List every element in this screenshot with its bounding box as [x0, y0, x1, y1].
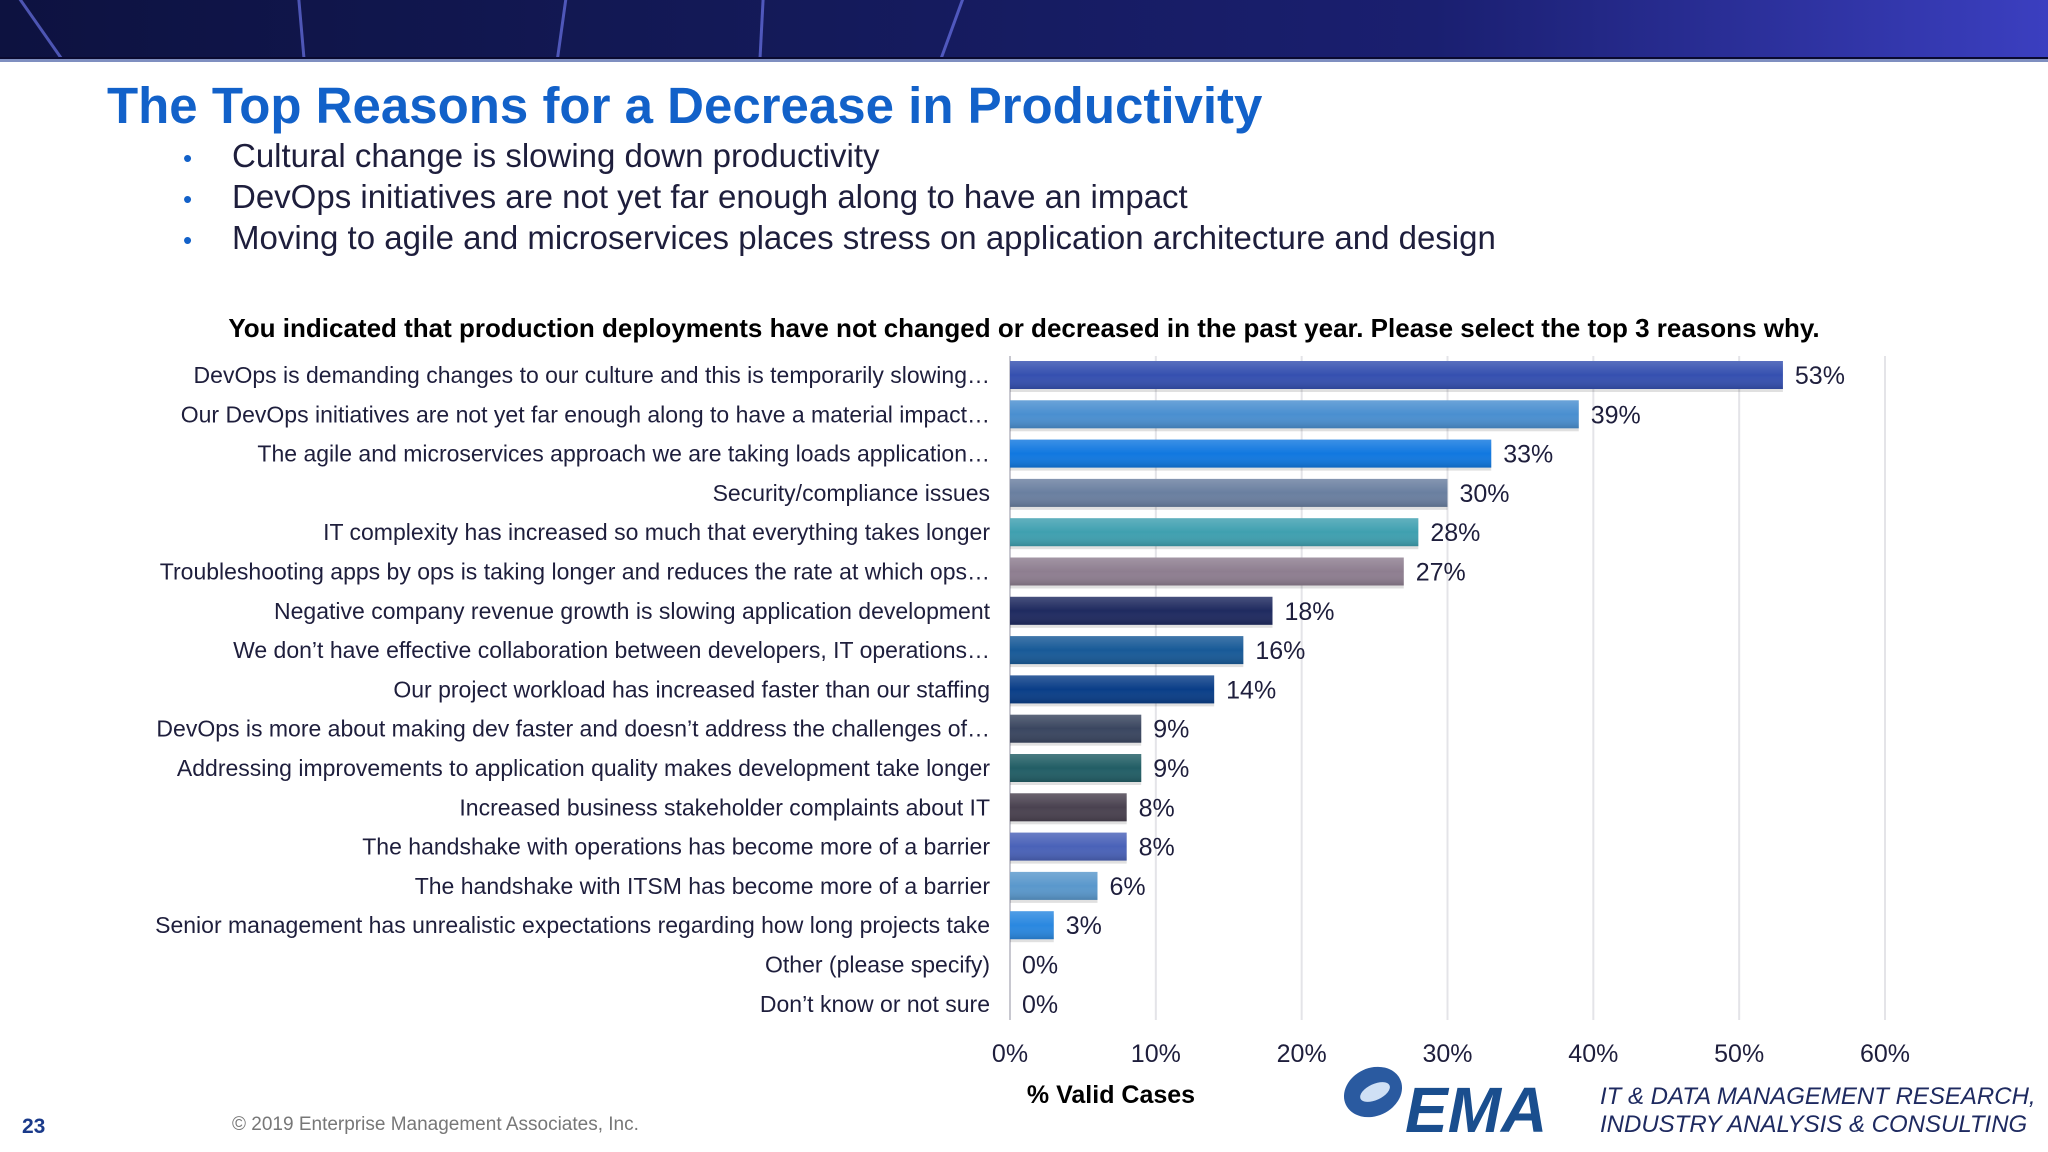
category-label: The handshake with operations has become… — [362, 834, 990, 860]
bullet-text: Moving to agile and microservices places… — [232, 219, 1496, 256]
header-divider — [0, 57, 2048, 59]
bar-highlight — [1010, 911, 1054, 940]
value-label: 27% — [1416, 559, 1466, 587]
bar-highlight — [1010, 400, 1579, 429]
bullet-item: • DevOps initiatives are not yet far enou… — [183, 178, 1188, 216]
x-tick-label: 0% — [992, 1040, 1028, 1068]
x-tick-label: 30% — [1422, 1040, 1472, 1068]
category-label: Other (please specify) — [765, 952, 990, 978]
bar-highlight — [1010, 439, 1492, 468]
value-label: 39% — [1591, 401, 1641, 429]
x-tick-label: 60% — [1860, 1040, 1910, 1068]
value-label: 0% — [1022, 952, 1058, 980]
category-label: Our project workload has increased faste… — [393, 676, 990, 702]
x-tick-label: 20% — [1277, 1040, 1327, 1068]
bar-highlight — [1010, 478, 1448, 507]
chart-title: You indicated that production deployment… — [228, 313, 1820, 343]
bar-highlight — [1010, 361, 1783, 389]
copyright: © 2019 Enterprise Management Associates,… — [232, 1114, 639, 1135]
bar-highlight — [1010, 714, 1142, 743]
category-label: DevOps is demanding changes to our cultu… — [194, 362, 990, 388]
category-label: IT complexity has increased so much that… — [323, 519, 990, 545]
value-label: 16% — [1255, 637, 1305, 665]
category-label: Senior management has unrealistic expect… — [155, 912, 990, 938]
category-label: Our DevOps initiatives are not yet far e… — [181, 401, 990, 427]
category-label: DevOps is more about making dev faster a… — [156, 716, 990, 742]
bullet-item: • Cultural change is slowing down product… — [183, 137, 880, 175]
bullet-item: • Moving to agile and microservices place… — [183, 219, 1496, 257]
value-label: 9% — [1153, 755, 1189, 783]
category-label: Troubleshooting apps by ops is taking lo… — [160, 559, 990, 585]
x-tick-label: 50% — [1714, 1040, 1764, 1068]
value-label: 8% — [1139, 834, 1175, 862]
value-label: 33% — [1503, 441, 1553, 469]
category-label: Addressing improvements to application q… — [177, 755, 990, 781]
category-label: The agile and microservices approach we … — [257, 441, 990, 467]
bar-highlight — [1010, 675, 1215, 704]
bar-highlight — [1010, 636, 1244, 665]
header-banner — [0, 0, 2048, 57]
tagline: IT & DATA MANAGEMENT RESEARCH, INDUSTRY … — [1600, 1083, 2036, 1139]
category-label: Don’t know or not sure — [760, 991, 990, 1017]
value-label: 8% — [1139, 794, 1175, 822]
bar-highlight — [1010, 518, 1419, 547]
bullet-icon: • — [183, 142, 193, 173]
bar-highlight — [1010, 871, 1098, 900]
x-tick-label: 40% — [1568, 1040, 1618, 1068]
value-label: 53% — [1795, 362, 1845, 390]
bar-highlight — [1010, 793, 1127, 822]
value-label: 6% — [1110, 873, 1146, 901]
category-label: Security/compliance issues — [713, 480, 990, 506]
bar-highlight — [1010, 596, 1273, 625]
bar-highlight — [1010, 557, 1404, 586]
tagline-line: IT & DATA MANAGEMENT RESEARCH, — [1600, 1083, 2036, 1110]
logo-text: EMA — [1405, 1074, 1547, 1138]
value-label: 0% — [1022, 991, 1058, 1019]
value-label: 28% — [1430, 519, 1480, 547]
value-label: 14% — [1226, 676, 1276, 704]
category-label: We don’t have effective collaboration be… — [233, 637, 990, 663]
value-label: 18% — [1285, 598, 1335, 626]
header-divider-accent — [0, 59, 2048, 62]
page-number: 23 — [22, 1115, 46, 1138]
x-axis-label: % Valid Cases — [1027, 1081, 1195, 1109]
category-label: Increased business stakeholder complaint… — [459, 794, 990, 820]
page-title: The Top Reasons for a Decrease in Produc… — [107, 77, 1263, 134]
ema-logo: EMA — [1343, 1066, 1547, 1138]
value-label: 9% — [1153, 716, 1189, 744]
bullet-text: Cultural change is slowing down producti… — [232, 137, 880, 174]
category-label: The handshake with ITSM has become more … — [415, 873, 991, 899]
x-tick-label: 10% — [1131, 1040, 1181, 1068]
bar-highlight — [1010, 754, 1142, 782]
bullet-text: DevOps initiatives are not yet far enoug… — [232, 178, 1188, 215]
bar-highlight — [1010, 832, 1127, 861]
value-label: 3% — [1066, 912, 1102, 940]
value-label: 30% — [1460, 480, 1510, 508]
bullet-icon: • — [183, 183, 193, 214]
bullet-icon: • — [183, 224, 193, 255]
tagline-line: INDUSTRY ANALYSIS & CONSULTING — [1600, 1111, 2028, 1138]
category-label: Negative company revenue growth is slowi… — [274, 598, 991, 624]
